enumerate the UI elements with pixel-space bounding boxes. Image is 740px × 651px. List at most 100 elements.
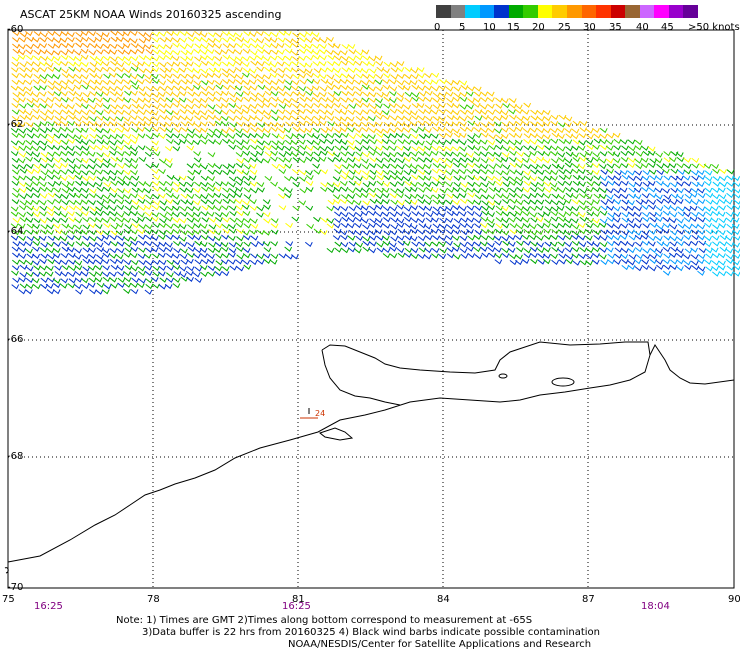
wind-barb bbox=[355, 235, 364, 241]
wind-barb bbox=[283, 127, 292, 134]
wind-barb bbox=[214, 50, 223, 56]
wind-barb bbox=[557, 146, 566, 152]
wind-barb bbox=[495, 97, 503, 103]
wind-barb bbox=[227, 133, 236, 140]
wind-barb bbox=[271, 49, 279, 55]
wind-barb bbox=[52, 145, 61, 151]
wind-barb bbox=[145, 194, 153, 200]
wind-barb bbox=[529, 192, 538, 199]
wind-barb bbox=[404, 222, 413, 229]
wind-barb bbox=[494, 128, 502, 134]
wind-barb bbox=[150, 235, 159, 241]
wind-barb bbox=[446, 97, 454, 104]
wind-barb bbox=[221, 246, 229, 252]
wind-barb bbox=[110, 60, 118, 66]
wind-barb bbox=[60, 230, 69, 236]
wind-barb bbox=[368, 181, 377, 187]
wind-barb bbox=[536, 199, 545, 205]
wind-barb bbox=[145, 278, 153, 284]
wind-barb bbox=[256, 66, 265, 72]
wind-barb bbox=[530, 115, 539, 121]
wind-barb bbox=[81, 170, 90, 176]
wind-barb bbox=[222, 164, 230, 170]
wind-barb bbox=[75, 37, 84, 43]
wind-barb bbox=[542, 134, 551, 140]
wind-barb bbox=[598, 222, 607, 228]
wind-barb bbox=[25, 156, 33, 162]
wind-barb bbox=[460, 230, 469, 236]
wind-barb bbox=[250, 253, 259, 259]
wind-barb bbox=[599, 218, 608, 224]
wind-barb bbox=[236, 74, 244, 80]
wind-barb bbox=[290, 176, 299, 182]
wind-barb bbox=[480, 164, 489, 170]
wind-barb bbox=[437, 126, 446, 132]
wind-barb bbox=[403, 212, 412, 218]
wind-barb bbox=[67, 138, 76, 144]
wind-barb bbox=[165, 110, 174, 116]
wind-barb bbox=[46, 50, 55, 56]
wind-barb bbox=[199, 55, 208, 61]
wind-barb bbox=[507, 235, 516, 241]
wind-barb bbox=[80, 278, 89, 284]
wind-barb bbox=[271, 80, 279, 86]
wind-barb bbox=[96, 115, 105, 121]
wind-barb bbox=[481, 194, 490, 200]
wind-barb bbox=[228, 193, 237, 199]
wind-barb bbox=[38, 271, 47, 277]
wind-barb bbox=[515, 176, 524, 182]
wind-barb bbox=[495, 217, 504, 223]
wind-barb bbox=[145, 68, 154, 74]
wind-barb bbox=[75, 289, 83, 295]
wind-barb bbox=[564, 230, 572, 236]
wind-barb bbox=[467, 98, 475, 104]
wind-barb bbox=[536, 181, 545, 187]
wind-barb bbox=[698, 248, 707, 254]
wind-barb bbox=[347, 151, 355, 157]
wind-barb bbox=[677, 206, 686, 212]
wind-barb bbox=[347, 109, 356, 115]
wind-barb bbox=[31, 181, 40, 187]
wind-barb bbox=[516, 240, 524, 246]
wind-barb bbox=[353, 122, 362, 128]
wind-barb bbox=[571, 168, 580, 174]
wind-barb bbox=[82, 92, 91, 98]
wind-barb bbox=[17, 140, 26, 146]
wind-barb bbox=[116, 85, 125, 92]
wind-barb bbox=[298, 91, 306, 98]
wind-barb bbox=[382, 73, 391, 79]
wind-barb bbox=[487, 205, 496, 211]
wind-barb bbox=[425, 217, 434, 223]
wind-barb bbox=[179, 108, 188, 115]
wind-barb bbox=[25, 127, 34, 133]
wind-barb bbox=[522, 187, 531, 193]
wind-barb bbox=[130, 90, 138, 96]
wind-barb bbox=[227, 163, 236, 169]
wind-barb bbox=[368, 235, 377, 241]
wind-barb bbox=[599, 210, 608, 216]
wind-barb bbox=[452, 235, 460, 241]
wind-barb bbox=[257, 109, 265, 115]
wind-barb bbox=[186, 193, 195, 200]
wind-barb bbox=[180, 79, 189, 85]
wind-barb bbox=[67, 134, 76, 140]
wind-barb bbox=[439, 188, 448, 194]
wind-barb bbox=[620, 206, 629, 212]
wind-barb bbox=[579, 216, 588, 222]
wind-barb bbox=[334, 211, 342, 217]
wind-barb bbox=[662, 182, 671, 188]
wind-barb bbox=[262, 212, 271, 218]
wind-barb bbox=[46, 174, 55, 180]
wind-barb bbox=[60, 84, 68, 90]
wind-barb bbox=[25, 163, 34, 169]
wind-barb bbox=[642, 170, 651, 176]
wind-barb bbox=[262, 253, 271, 259]
wind-barb bbox=[88, 253, 97, 259]
wind-barb bbox=[689, 192, 698, 198]
wind-barb bbox=[487, 116, 496, 122]
wind-barb bbox=[598, 158, 607, 164]
wind-barb bbox=[46, 144, 55, 150]
wind-barb bbox=[389, 86, 398, 92]
wind-barb bbox=[514, 133, 523, 139]
wind-barb bbox=[599, 151, 608, 157]
